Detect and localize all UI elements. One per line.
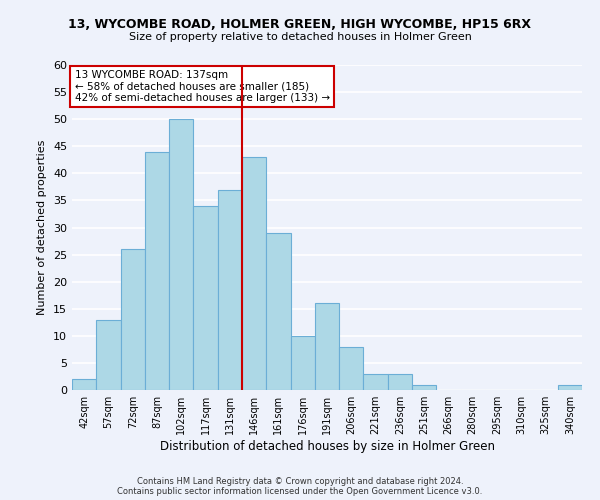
Bar — [412, 384, 436, 390]
Text: Size of property relative to detached houses in Holmer Green: Size of property relative to detached ho… — [128, 32, 472, 42]
Bar — [290, 336, 315, 390]
Text: Contains public sector information licensed under the Open Government Licence v3: Contains public sector information licen… — [118, 488, 482, 496]
Bar — [72, 379, 96, 390]
Bar — [315, 304, 339, 390]
Text: 13 WYCOMBE ROAD: 137sqm
← 58% of detached houses are smaller (185)
42% of semi-d: 13 WYCOMBE ROAD: 137sqm ← 58% of detache… — [74, 70, 329, 103]
Bar — [193, 206, 218, 390]
Bar — [266, 233, 290, 390]
Bar — [364, 374, 388, 390]
Bar — [145, 152, 169, 390]
Text: 13, WYCOMBE ROAD, HOLMER GREEN, HIGH WYCOMBE, HP15 6RX: 13, WYCOMBE ROAD, HOLMER GREEN, HIGH WYC… — [68, 18, 532, 30]
Bar — [96, 320, 121, 390]
X-axis label: Distribution of detached houses by size in Holmer Green: Distribution of detached houses by size … — [160, 440, 494, 453]
Bar — [121, 249, 145, 390]
Bar — [169, 119, 193, 390]
Text: Contains HM Land Registry data © Crown copyright and database right 2024.: Contains HM Land Registry data © Crown c… — [137, 478, 463, 486]
Bar — [558, 384, 582, 390]
Bar — [218, 190, 242, 390]
Y-axis label: Number of detached properties: Number of detached properties — [37, 140, 47, 315]
Bar — [339, 346, 364, 390]
Bar — [242, 157, 266, 390]
Bar — [388, 374, 412, 390]
